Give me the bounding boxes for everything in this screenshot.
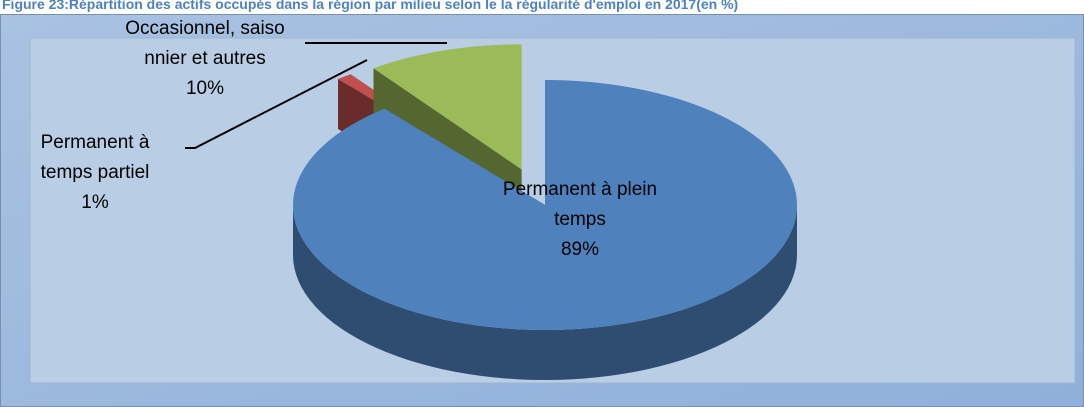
chart-title: Figure 23:Répartition des actifs occupés… <box>2 0 738 12</box>
title-band <box>0 0 1084 14</box>
slice-side <box>293 205 797 380</box>
data-label: Permanent à plein <box>503 179 657 200</box>
slice <box>293 80 797 330</box>
slice <box>373 44 522 170</box>
leader-line <box>185 59 368 149</box>
pie <box>293 44 797 380</box>
value-label: 10% <box>186 78 224 99</box>
data-label: Permanent à <box>41 132 150 153</box>
data-label: temps partiel <box>41 162 150 183</box>
data-label: Occasionnel, saiso <box>125 18 284 39</box>
data-label: temps <box>554 209 606 230</box>
value-label: 1% <box>81 192 109 213</box>
value-label: 89% <box>561 239 599 260</box>
labels: Permanent à temps partiel 1% Occasionnel, s… <box>41 18 658 260</box>
data-label: nnier et autres <box>144 48 265 69</box>
